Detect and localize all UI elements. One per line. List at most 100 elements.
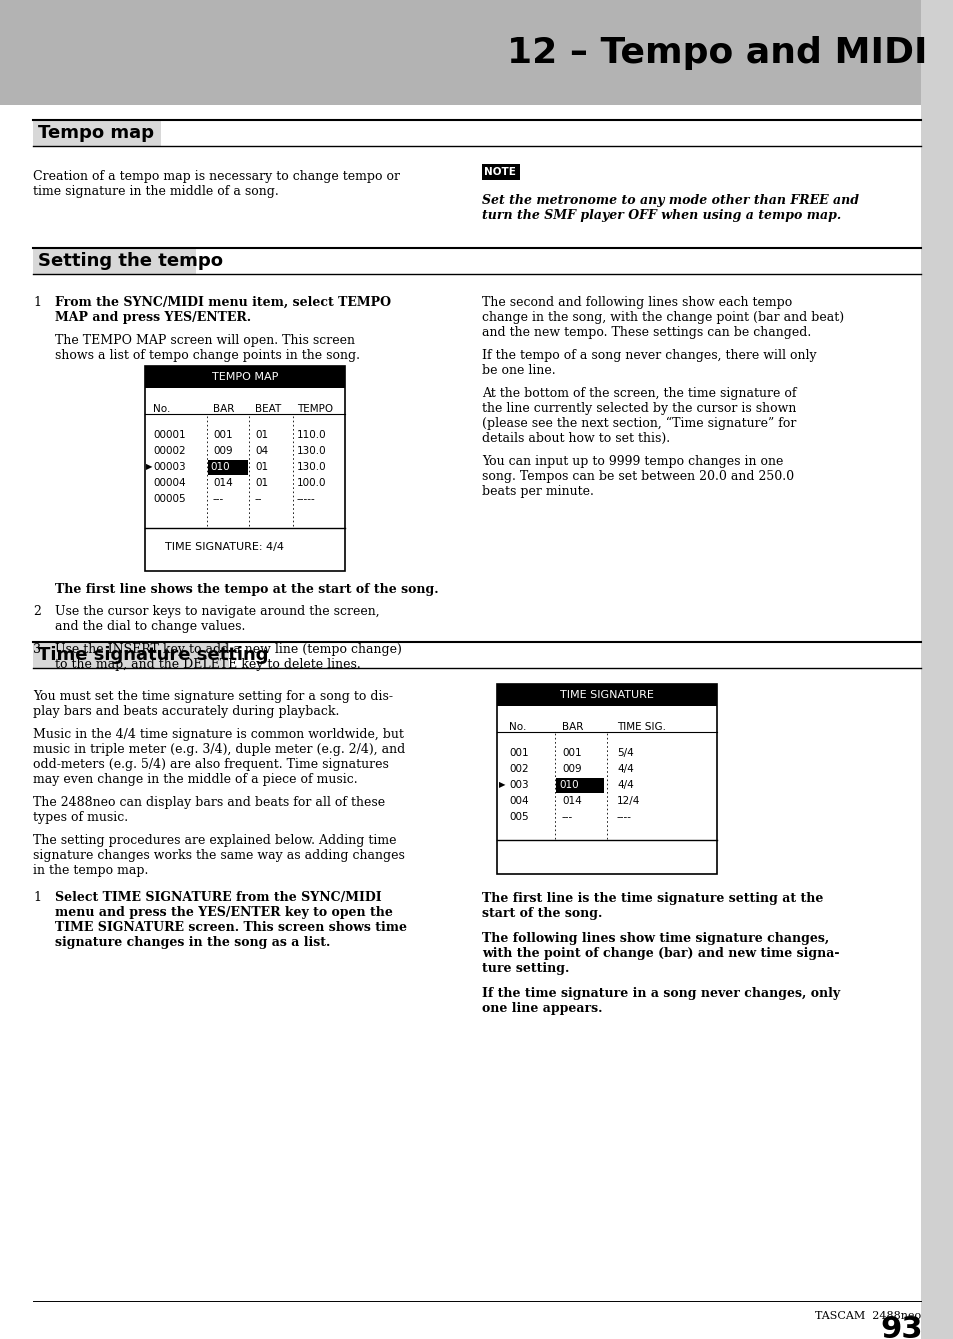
Text: in the tempo map.: in the tempo map. bbox=[33, 864, 149, 877]
Bar bbox=[33, 248, 195, 274]
Text: (please see the next section, “Time signature” for: (please see the next section, “Time sign… bbox=[481, 416, 796, 430]
Text: ---: --- bbox=[561, 811, 573, 822]
Text: play bars and beats accurately during playback.: play bars and beats accurately during pl… bbox=[33, 706, 339, 718]
Text: 001: 001 bbox=[213, 430, 233, 441]
Text: music in triple meter (e.g. 3/4), duple meter (e.g. 2/4), and: music in triple meter (e.g. 3/4), duple … bbox=[33, 743, 405, 757]
Text: 04: 04 bbox=[254, 446, 268, 457]
Text: 002: 002 bbox=[509, 765, 528, 774]
Text: be one line.: be one line. bbox=[481, 364, 555, 378]
Text: Tempo map: Tempo map bbox=[38, 125, 153, 142]
Text: The first line is the time signature setting at the: The first line is the time signature set… bbox=[481, 892, 822, 905]
Text: odd-meters (e.g. 5/4) are also frequent. Time signatures: odd-meters (e.g. 5/4) are also frequent.… bbox=[33, 758, 389, 771]
Text: You must set the time signature setting for a song to dis-: You must set the time signature setting … bbox=[33, 690, 393, 703]
Text: ---: --- bbox=[213, 494, 224, 503]
Text: 130.0: 130.0 bbox=[296, 446, 326, 457]
Text: If the time signature in a song never changes, only: If the time signature in a song never ch… bbox=[481, 987, 840, 1000]
Text: TIME SIG.: TIME SIG. bbox=[617, 722, 665, 732]
Text: The 2488neo can display bars and beats for all of these: The 2488neo can display bars and beats f… bbox=[33, 795, 385, 809]
Text: change in the song, with the change point (bar and beat): change in the song, with the change poin… bbox=[481, 311, 843, 324]
Bar bbox=[208, 461, 248, 475]
Text: with the point of change (bar) and new time signa-: with the point of change (bar) and new t… bbox=[481, 947, 839, 960]
Text: 110.0: 110.0 bbox=[296, 430, 326, 441]
Bar bbox=[0, 0, 953, 104]
Text: TASCAM  2488neo: TASCAM 2488neo bbox=[814, 1311, 920, 1322]
Text: 130.0: 130.0 bbox=[296, 462, 326, 473]
Text: 014: 014 bbox=[561, 795, 581, 806]
Text: TIME SIGNATURE: 4/4: TIME SIGNATURE: 4/4 bbox=[165, 542, 284, 552]
Text: 010: 010 bbox=[210, 462, 230, 473]
Text: beats per minute.: beats per minute. bbox=[481, 485, 594, 498]
Text: The second and following lines show each tempo: The second and following lines show each… bbox=[481, 296, 791, 309]
Text: 001: 001 bbox=[561, 749, 581, 758]
Text: turn the SMF player OFF when using a tempo map.: turn the SMF player OFF when using a tem… bbox=[481, 209, 841, 222]
Text: TIME SIGNATURE: TIME SIGNATURE bbox=[559, 690, 653, 700]
Text: may even change in the middle of a piece of music.: may even change in the middle of a piece… bbox=[33, 773, 357, 786]
Text: 00003: 00003 bbox=[152, 462, 186, 473]
Text: 4/4: 4/4 bbox=[617, 765, 633, 774]
Text: TIME SIGNATURE screen. This screen shows time: TIME SIGNATURE screen. This screen shows… bbox=[55, 921, 407, 935]
Text: Creation of a tempo map is necessary to change tempo or: Creation of a tempo map is necessary to … bbox=[33, 170, 399, 183]
Bar bbox=[556, 778, 603, 793]
Text: time signature in the middle of a song.: time signature in the middle of a song. bbox=[33, 185, 278, 198]
Text: The setting procedures are explained below. Adding time: The setting procedures are explained bel… bbox=[33, 834, 396, 848]
Text: 01: 01 bbox=[254, 462, 268, 473]
Bar bbox=[33, 641, 229, 668]
Text: ▶: ▶ bbox=[146, 462, 152, 471]
Text: MAP and press YES/ENTER.: MAP and press YES/ENTER. bbox=[55, 311, 251, 324]
Text: 009: 009 bbox=[561, 765, 581, 774]
Text: start of the song.: start of the song. bbox=[481, 907, 601, 920]
Text: signature changes in the song as a list.: signature changes in the song as a list. bbox=[55, 936, 330, 949]
Text: BEAT: BEAT bbox=[254, 404, 281, 414]
Text: Use the INSERT key to add a new line (tempo change): Use the INSERT key to add a new line (te… bbox=[55, 643, 401, 656]
Text: 4/4: 4/4 bbox=[617, 781, 633, 790]
Bar bbox=[920, 0, 953, 1339]
Text: 00005: 00005 bbox=[152, 494, 186, 503]
Text: 00004: 00004 bbox=[152, 478, 186, 487]
Text: You can input up to 9999 tempo changes in one: You can input up to 9999 tempo changes i… bbox=[481, 455, 782, 469]
Text: the line currently selected by the cursor is shown: the line currently selected by the curso… bbox=[481, 402, 796, 415]
Bar bbox=[145, 366, 345, 570]
Text: If the tempo of a song never changes, there will only: If the tempo of a song never changes, th… bbox=[481, 349, 816, 362]
Text: signature changes works the same way as adding changes: signature changes works the same way as … bbox=[33, 849, 404, 862]
Text: NOTE: NOTE bbox=[483, 167, 516, 177]
Text: 12/4: 12/4 bbox=[617, 795, 639, 806]
Text: Music in the 4/4 time signature is common worldwide, but: Music in the 4/4 time signature is commo… bbox=[33, 728, 403, 740]
Text: 001: 001 bbox=[509, 749, 528, 758]
Text: 00002: 00002 bbox=[152, 446, 186, 457]
Text: and the new tempo. These settings can be changed.: and the new tempo. These settings can be… bbox=[481, 325, 810, 339]
Text: 010: 010 bbox=[558, 781, 578, 790]
Text: to the map, and the DELETE key to delete lines.: to the map, and the DELETE key to delete… bbox=[55, 657, 360, 671]
Text: The first line shows the tempo at the start of the song.: The first line shows the tempo at the st… bbox=[55, 582, 438, 596]
Text: 01: 01 bbox=[254, 478, 268, 487]
Text: menu and press the YES/ENTER key to open the: menu and press the YES/ENTER key to open… bbox=[55, 907, 393, 919]
Text: 1: 1 bbox=[33, 890, 41, 904]
Text: --: -- bbox=[254, 494, 262, 503]
Bar bbox=[481, 163, 519, 179]
Text: 003: 003 bbox=[509, 781, 528, 790]
Bar bbox=[497, 684, 717, 706]
Text: details about how to set this).: details about how to set this). bbox=[481, 432, 669, 445]
Text: TEMPO: TEMPO bbox=[296, 404, 333, 414]
Bar bbox=[145, 366, 345, 388]
Text: 01: 01 bbox=[254, 430, 268, 441]
Bar bbox=[33, 121, 161, 146]
Text: song. Tempos can be set between 20.0 and 250.0: song. Tempos can be set between 20.0 and… bbox=[481, 470, 793, 483]
Text: 004: 004 bbox=[509, 795, 528, 806]
Text: At the bottom of the screen, the time signature of: At the bottom of the screen, the time si… bbox=[481, 387, 796, 400]
Text: and the dial to change values.: and the dial to change values. bbox=[55, 620, 245, 633]
Text: ▶: ▶ bbox=[498, 781, 505, 789]
Text: 5/4: 5/4 bbox=[617, 749, 633, 758]
Text: 1: 1 bbox=[33, 296, 41, 309]
Text: 100.0: 100.0 bbox=[296, 478, 326, 487]
Text: 014: 014 bbox=[213, 478, 233, 487]
Text: shows a list of tempo change points in the song.: shows a list of tempo change points in t… bbox=[55, 349, 359, 362]
Text: one line appears.: one line appears. bbox=[481, 1002, 602, 1015]
Text: Time signature setting: Time signature setting bbox=[38, 645, 268, 664]
Text: 005: 005 bbox=[509, 811, 528, 822]
Text: No.: No. bbox=[509, 722, 526, 732]
Text: 2: 2 bbox=[33, 605, 41, 619]
Text: 3: 3 bbox=[33, 643, 41, 656]
Text: No.: No. bbox=[152, 404, 171, 414]
Bar bbox=[497, 684, 717, 874]
Text: ture setting.: ture setting. bbox=[481, 961, 569, 975]
